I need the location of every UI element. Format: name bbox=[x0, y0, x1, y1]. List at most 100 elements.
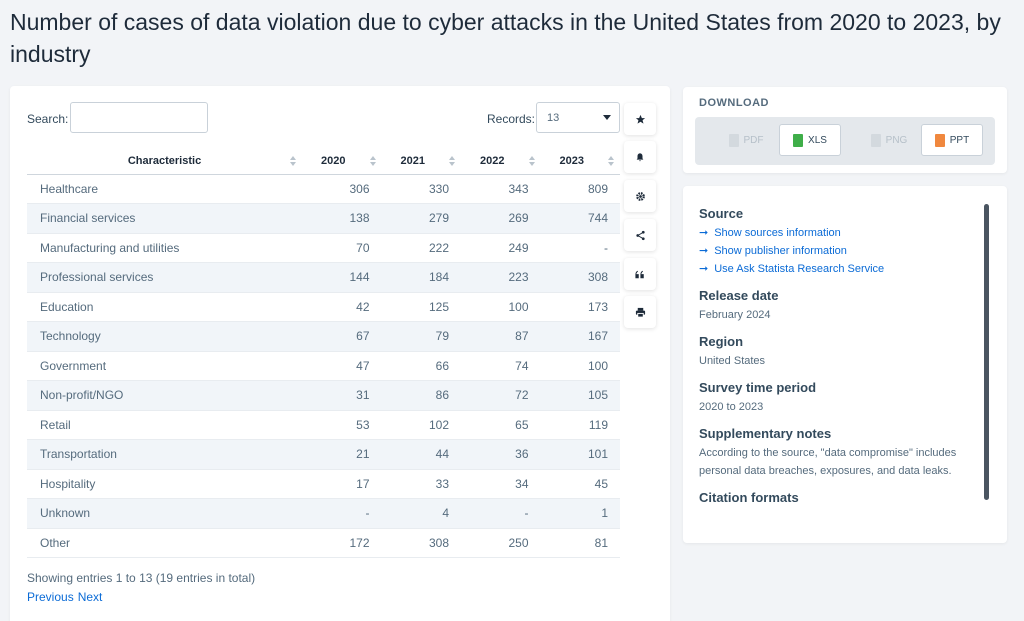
survey-period-value: 2020 to 2023 bbox=[699, 401, 764, 413]
cell-value: 33 bbox=[381, 469, 461, 499]
print-icon bbox=[635, 307, 645, 318]
statistic-details-panel: Source ➞ Show sources information ➞ Show p… bbox=[683, 186, 1007, 543]
cell-value: 101 bbox=[540, 439, 620, 470]
cell-value: 167 bbox=[540, 321, 620, 352]
settings-button[interactable] bbox=[624, 180, 656, 212]
cell-value: - bbox=[461, 498, 541, 529]
cell-value: 1 bbox=[540, 498, 620, 529]
survey-period-heading: Survey time period bbox=[699, 380, 817, 395]
cell-value: 86 bbox=[381, 380, 461, 411]
cell-value: 34 bbox=[461, 469, 541, 499]
row-label: Retail bbox=[27, 410, 302, 440]
table-row: Transportation 21 44 36 101 bbox=[27, 439, 620, 470]
supplementary-notes-value: According to the source, "data compromis… bbox=[699, 447, 957, 477]
cell-value: 47 bbox=[302, 351, 382, 381]
sort-icon[interactable] bbox=[290, 156, 296, 167]
cell-value: 138 bbox=[302, 203, 382, 234]
cell-value: 269 bbox=[461, 203, 541, 234]
cell-value: 79 bbox=[381, 321, 461, 352]
previous-link[interactable]: Previous bbox=[27, 590, 74, 604]
table-row: Non-profit/NGO 31 86 72 105 bbox=[27, 380, 620, 411]
source-heading: Source bbox=[699, 206, 744, 221]
cell-value: - bbox=[302, 498, 382, 529]
cell-value: 72 bbox=[461, 380, 541, 411]
cell-value: 100 bbox=[461, 292, 541, 322]
table-row: Unknown -4-1 bbox=[27, 498, 620, 529]
sort-icon[interactable] bbox=[608, 156, 614, 167]
cell-value: 100 bbox=[540, 351, 620, 381]
row-label: Healthcare bbox=[27, 174, 302, 204]
column-header-2021[interactable]: 2021 bbox=[381, 148, 461, 175]
show-sources-link[interactable]: ➞ Show sources information bbox=[699, 224, 979, 242]
cell-value: 306 bbox=[302, 174, 382, 204]
download-pdf-button[interactable]: PDF bbox=[715, 124, 777, 156]
column-header-2020[interactable]: 2020 bbox=[302, 148, 382, 175]
download-ppt-button[interactable]: PPT bbox=[921, 124, 983, 156]
gear-icon bbox=[635, 191, 645, 201]
arrow-right-icon: ➞ bbox=[699, 263, 709, 275]
records-select[interactable]: 13 bbox=[536, 102, 620, 133]
print-button[interactable] bbox=[624, 296, 656, 328]
cell-value: 44 bbox=[381, 439, 461, 470]
cell-value: 308 bbox=[540, 262, 620, 293]
cell-value: 250 bbox=[461, 528, 541, 558]
download-title: DOWNLOAD bbox=[699, 97, 769, 109]
cell-value: 45 bbox=[540, 469, 620, 499]
row-label: Hospitality bbox=[27, 469, 302, 499]
row-label: Technology bbox=[27, 321, 302, 352]
cite-button[interactable] bbox=[624, 258, 656, 290]
row-label: Other bbox=[27, 528, 302, 558]
row-label: Professional services bbox=[27, 262, 302, 293]
table-row: Other 172 308 250 81 bbox=[27, 528, 620, 558]
cell-value: 222 bbox=[381, 233, 461, 263]
share-button[interactable] bbox=[624, 219, 656, 251]
next-link[interactable]: Next bbox=[77, 590, 103, 604]
column-header-characteristic[interactable]: Characteristic bbox=[27, 148, 302, 175]
release-date-value: February 2024 bbox=[699, 309, 771, 321]
row-label: Government bbox=[27, 351, 302, 381]
column-header-2022[interactable]: 2022 bbox=[461, 148, 541, 175]
cell-value: 330 bbox=[381, 174, 461, 204]
show-publisher-link[interactable]: ➞ Show publisher information bbox=[699, 242, 979, 260]
arrow-right-icon: ➞ bbox=[699, 245, 709, 257]
cell-value: - bbox=[540, 233, 620, 263]
cell-value: 308 bbox=[381, 528, 461, 558]
data-table: Characteristic 2020 2021 2022 2023 Healt… bbox=[27, 148, 620, 558]
cell-value: 744 bbox=[540, 203, 620, 234]
sort-icon[interactable] bbox=[449, 156, 455, 167]
cell-value: 87 bbox=[461, 321, 541, 352]
citation-formats-heading[interactable]: Citation formats bbox=[699, 490, 799, 505]
download-png-button[interactable]: PNG bbox=[858, 124, 920, 156]
download-panel: DOWNLOAD PDF XLS PNG PPT bbox=[683, 87, 1007, 173]
ask-statista-link[interactable]: ➞ Use Ask Statista Research Service bbox=[699, 260, 979, 278]
region-heading: Region bbox=[699, 334, 744, 349]
cell-value: 172 bbox=[302, 528, 382, 558]
download-xls-button[interactable]: XLS bbox=[779, 124, 841, 156]
details-scrollbar[interactable] bbox=[984, 204, 989, 500]
cell-value: 125 bbox=[381, 292, 461, 322]
table-row: Technology 67 79 87 167 bbox=[27, 321, 620, 352]
cell-value: 343 bbox=[461, 174, 541, 204]
notification-button[interactable] bbox=[624, 141, 656, 173]
star-icon bbox=[635, 114, 645, 124]
cell-value: 249 bbox=[461, 233, 541, 263]
cell-value: 809 bbox=[540, 174, 620, 204]
table-row: Professional services 144 184 223 308 bbox=[27, 262, 620, 293]
row-label: Manufacturing and utilities bbox=[27, 233, 302, 263]
search-input[interactable] bbox=[70, 102, 208, 133]
cell-value: 42 bbox=[302, 292, 382, 322]
cell-value: 31 bbox=[302, 380, 382, 411]
favorite-button[interactable] bbox=[624, 103, 656, 135]
arrow-right-icon: ➞ bbox=[699, 227, 709, 239]
sort-icon[interactable] bbox=[369, 156, 376, 167]
column-header-2023[interactable]: 2023 bbox=[540, 148, 620, 175]
sort-icon[interactable] bbox=[528, 156, 535, 167]
cell-value: 70 bbox=[302, 233, 382, 263]
records-select-value: 13 bbox=[547, 112, 560, 124]
cell-value: 81 bbox=[540, 528, 620, 558]
table-row: Retail 53 102 65 119 bbox=[27, 410, 620, 440]
pdf-file-icon bbox=[728, 133, 739, 147]
cell-value: 223 bbox=[461, 262, 541, 293]
release-date-heading: Release date bbox=[699, 288, 779, 303]
cell-value: 119 bbox=[540, 410, 620, 440]
